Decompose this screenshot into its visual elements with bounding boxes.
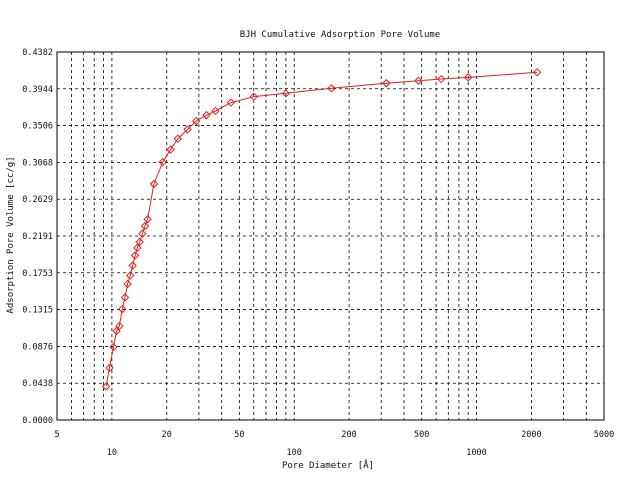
x-tick-label: 10	[107, 448, 117, 458]
x-tick-label: 5000	[594, 430, 614, 440]
y-tick-label: 0.3068	[22, 158, 53, 168]
plot-frame	[56, 51, 605, 421]
chart-title: BJH Cumulative Adsorption Pore Volume	[240, 30, 440, 40]
x-tick-label: 1000	[466, 448, 486, 458]
data-point	[202, 110, 211, 120]
y-tick-label: 0.1315	[22, 306, 53, 316]
data-point	[532, 68, 542, 77]
y-tick-label: 0.0438	[22, 379, 53, 389]
data-point	[105, 363, 114, 373]
x-tick-label: 20	[162, 430, 172, 440]
x-tick-label: 5	[54, 430, 59, 440]
data-point	[437, 74, 446, 84]
data-point	[183, 125, 192, 134]
data-point	[464, 73, 473, 82]
data-point	[135, 237, 144, 247]
data-point	[133, 243, 142, 253]
data-point	[115, 321, 124, 331]
data-point	[123, 279, 132, 289]
x-axis-label: Pore Diameter [Å]	[282, 459, 374, 471]
y-tick-labels: 0.0000 0.0438 0.0876 0.1315 0.1753 0.2191 0.26…	[22, 48, 53, 426]
data-point	[158, 157, 167, 167]
y-tick-label: 0.3944	[22, 85, 53, 95]
data-point	[414, 76, 423, 85]
x-tick-labels: 5 10 20 50 100 200 500 1000 2000 5000	[54, 430, 614, 458]
data-point	[128, 261, 137, 270]
y-tick-label: 0.0000	[22, 416, 53, 426]
data-point	[249, 92, 258, 101]
y-tick-label: 0.1753	[22, 269, 53, 279]
data-point	[109, 342, 118, 352]
y-tick-label: 0.0876	[22, 342, 53, 352]
data-point	[226, 98, 236, 107]
data-point	[327, 84, 336, 93]
data-point	[130, 251, 140, 260]
x-tick-label: 50	[234, 430, 244, 440]
y-tick-label: 0.3506	[22, 122, 53, 132]
x-tick-label: 200	[341, 430, 356, 440]
data-point	[140, 221, 150, 231]
series-line	[105, 71, 538, 387]
data-point	[101, 382, 111, 391]
grid-lines	[57, 52, 604, 420]
data-point	[173, 134, 183, 143]
y-axis-label: Adsorption Pore Volume [cc/g]	[6, 156, 16, 313]
y-tick-label: 0.2191	[22, 232, 53, 242]
data-markers	[101, 68, 542, 391]
data-point	[138, 229, 147, 238]
x-tick-label: 500	[414, 430, 429, 440]
y-tick-label: 0.2629	[22, 195, 53, 205]
data-point	[149, 179, 159, 189]
data-point	[211, 106, 220, 116]
data-point	[125, 271, 135, 280]
data-point	[382, 79, 391, 88]
y-tick-label: 0.4382	[22, 48, 53, 58]
x-tick-label: 100	[287, 448, 302, 458]
data-point	[166, 145, 175, 154]
data-point	[120, 293, 130, 302]
data-point	[281, 89, 291, 98]
data-point	[118, 304, 127, 314]
x-tick-label: 2000	[521, 430, 541, 440]
data-point	[191, 116, 201, 126]
data-point	[143, 215, 152, 224]
data-point	[112, 326, 121, 336]
